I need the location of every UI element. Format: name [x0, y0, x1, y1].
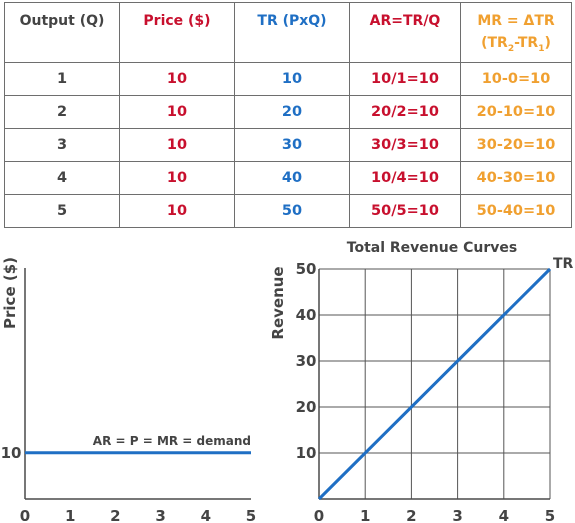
x-tick-label: 4	[201, 507, 211, 523]
cell-price: 10	[119, 62, 235, 96]
x-tick-label: 0	[20, 507, 30, 523]
cell-marginal-revenue: 20-10=10	[460, 95, 572, 129]
series-label: TR	[553, 256, 574, 272]
table-row: 2 10 20 20/2=10 20-10=10	[4, 95, 572, 129]
y-tick-label: 30	[296, 352, 317, 370]
cell-price: 10	[119, 194, 235, 228]
cell-total-revenue: 30	[234, 128, 350, 162]
demand-chart: 0 1 2 3 4 5 10 Price ($) AR = P = MR = demand	[1, 257, 257, 523]
cell-marginal-revenue: 50-40=10	[460, 194, 572, 228]
cell-average-revenue: 50/5=10	[349, 194, 461, 228]
x-tick-label: 4	[499, 507, 509, 523]
revenue-table: Output (Q) Price ($) TR (PxQ) AR=TR/Q MR…	[4, 2, 572, 228]
header-mr-part: )	[544, 35, 551, 51]
x-tick-label: 1	[360, 507, 370, 523]
cell-total-revenue: 50	[234, 194, 350, 228]
cell-price: 10	[119, 161, 235, 195]
y-axis-label: Revenue	[269, 266, 287, 339]
table-header-row: Output (Q) Price ($) TR (PxQ) AR=TR/Q MR…	[4, 2, 572, 63]
cell-output: 4	[4, 161, 120, 195]
y-tick-label: 10	[1, 444, 22, 462]
header-average-revenue: AR=TR/Q	[349, 2, 461, 63]
header-mr-sub: 2	[507, 43, 515, 54]
cell-average-revenue: 30/3=10	[349, 128, 461, 162]
y-tick-label: 20	[296, 398, 317, 416]
table-row: 3 10 30 30/3=10 30-20=10	[4, 128, 572, 162]
header-mr-part: (TR	[481, 35, 508, 51]
x-tick-label: 3	[155, 507, 165, 523]
cell-price: 10	[119, 128, 235, 162]
header-mr-part: -TR	[514, 35, 539, 51]
cell-output: 2	[4, 95, 120, 129]
x-tick-label: 2	[406, 507, 416, 523]
header-mr-line1: MR = ΔTR	[477, 13, 555, 29]
header-total-revenue: TR (PxQ)	[234, 2, 350, 63]
header-marginal-revenue: MR = ΔTR (TR2-TR1)	[460, 2, 572, 63]
y-tick-label: 50	[296, 260, 317, 278]
cell-total-revenue: 10	[234, 62, 350, 96]
cell-average-revenue: 20/2=10	[349, 95, 461, 129]
cell-total-revenue: 20	[234, 95, 350, 129]
cell-output: 5	[4, 194, 120, 228]
x-tick-label: 2	[110, 507, 120, 523]
header-mr-line2: (TR2-TR1)	[481, 35, 551, 54]
cell-output: 3	[4, 128, 120, 162]
table-row: 1 10 10 10/1=10 10-0=10	[4, 62, 572, 96]
cell-total-revenue: 40	[234, 161, 350, 195]
cell-output: 1	[4, 62, 120, 96]
cell-average-revenue: 10/1=10	[349, 62, 461, 96]
x-tick-label: 0	[314, 507, 324, 523]
table-row: 4 10 40 10/4=10 40-30=10	[4, 161, 572, 195]
cell-marginal-revenue: 10-0=10	[460, 62, 572, 96]
y-tick-label: 40	[296, 306, 317, 324]
table-row: 5 10 50 50/5=10 50-40=10	[4, 194, 572, 228]
header-price: Price ($)	[119, 2, 235, 63]
y-axis-label: Price ($)	[1, 257, 19, 329]
revenue-charts: 0 1 2 3 4 5 10 Price ($) AR = P = MR = demand 0 1…	[1, 240, 574, 523]
x-tick-label: 1	[65, 507, 75, 523]
x-tick-label: 5	[545, 507, 555, 523]
x-tick-label: 3	[452, 507, 462, 523]
cell-marginal-revenue: 40-30=10	[460, 161, 572, 195]
demand-annotation: AR = P = MR = demand	[93, 434, 251, 448]
header-mr-sub: 1	[538, 43, 545, 54]
total-revenue-line	[317, 267, 552, 501]
cell-average-revenue: 10/4=10	[349, 161, 461, 195]
chart-title: Total Revenue Curves	[347, 240, 517, 256]
total-revenue-chart: 0 1 2 3 4 5 10 20 30 40 50 Revenue Total Revenue Cur…	[269, 240, 574, 523]
y-tick-label: 10	[296, 444, 317, 462]
cell-price: 10	[119, 95, 235, 129]
header-output: Output (Q)	[4, 2, 120, 63]
cell-marginal-revenue: 30-20=10	[460, 128, 572, 162]
x-tick-label: 5	[246, 507, 256, 523]
